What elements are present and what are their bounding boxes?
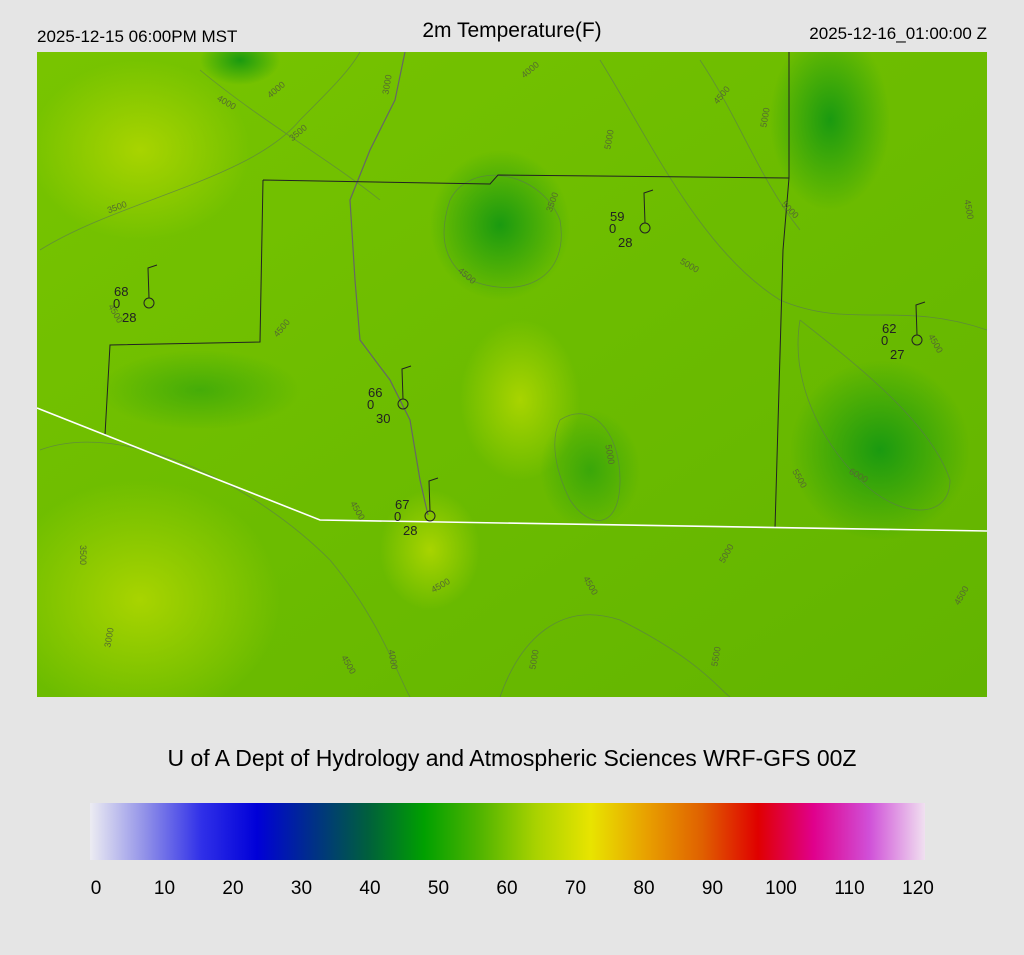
contour-label: 5000 (758, 107, 771, 128)
contour-label: 4500 (962, 199, 975, 220)
colorbar-tick: 120 (902, 878, 934, 899)
station-dewpoint: 30 (376, 411, 390, 426)
colorbar-tick: 30 (291, 878, 312, 899)
contour-label: 3000 (102, 627, 115, 648)
colorbar-tick: 20 (222, 878, 243, 899)
valid-local: 2025-12-15 06:00PM MST (37, 27, 237, 46)
contour-label: 5000 (602, 129, 615, 150)
colorbar-tick: 80 (633, 878, 654, 899)
colorbar-tick: 110 (834, 878, 864, 899)
station-temperature: 68 (114, 284, 128, 299)
contour-label: 3500 (78, 545, 88, 565)
wind-barb (428, 477, 439, 512)
station-temperature: 62 (882, 321, 896, 336)
station-wind: 0 (113, 296, 120, 311)
colorbar-tick: 10 (154, 878, 175, 899)
contour-label: 3000 (380, 74, 393, 95)
station-wind: 0 (367, 397, 374, 412)
colorbar-tick: 50 (428, 878, 449, 899)
station-temperature: 66 (368, 385, 382, 400)
station-temperature: 67 (395, 497, 409, 512)
wind-barb (401, 365, 412, 400)
contour-label: 5500 (709, 646, 722, 667)
contour-label: 4000 (386, 649, 399, 670)
colorbar-tick: 0 (91, 878, 102, 899)
station-dewpoint: 28 (403, 523, 417, 538)
station-dewpoint: 28 (618, 235, 632, 250)
station-temperature: 59 (610, 209, 624, 224)
station-dewpoint: 28 (122, 310, 136, 325)
colorbar-tick: 100 (765, 878, 797, 899)
wind-barb (915, 301, 926, 336)
valid-utc: 2025-12-16_01:00:00 Z (809, 24, 987, 43)
colorbar (90, 803, 925, 860)
station-wind: 0 (394, 509, 401, 524)
wind-barb (643, 189, 654, 224)
credit: U of A Dept of Hydrology and Atmospheric… (167, 745, 856, 771)
station-dewpoint: 27 (890, 347, 904, 362)
contour-label: 5000 (603, 444, 616, 465)
colorbar-tick: 60 (496, 878, 517, 899)
colorbar-tick: 70 (565, 878, 586, 899)
contour-label: 5000 (527, 649, 540, 670)
title: 2m Temperature(F) (422, 19, 601, 42)
wind-barb (147, 264, 158, 299)
colorbar-tick: 90 (702, 878, 723, 899)
station-wind: 0 (609, 221, 616, 236)
station-wind: 0 (881, 333, 888, 348)
colorbar-tick: 40 (359, 878, 380, 899)
